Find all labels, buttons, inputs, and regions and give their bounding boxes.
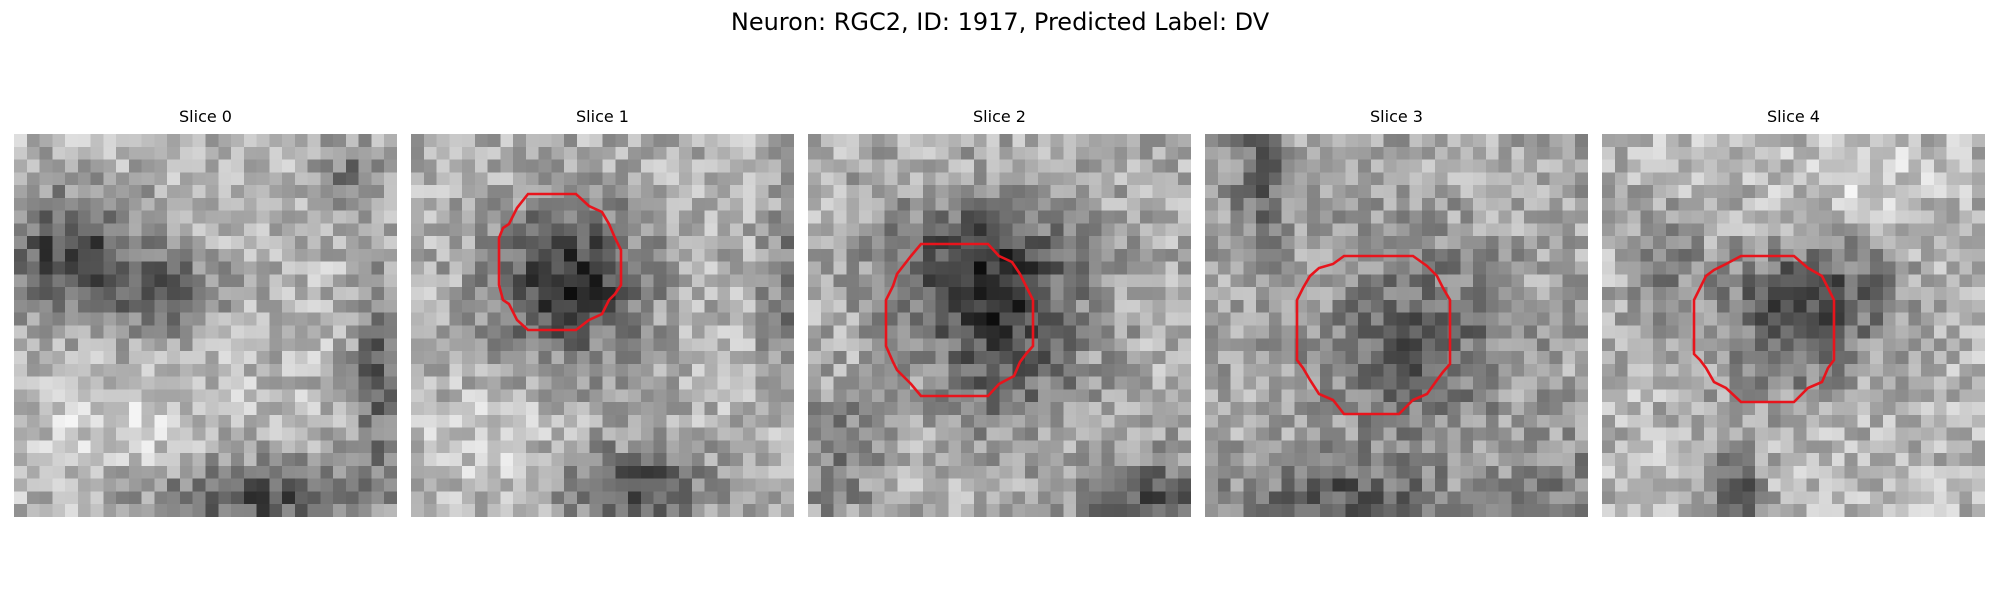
slice-title: Slice 3 [1370, 107, 1423, 126]
slice-title: Slice 1 [576, 107, 629, 126]
slice-title: Slice 4 [1767, 107, 1820, 126]
slice-title: Slice 0 [179, 107, 232, 126]
slice-panel-3: Slice 3 [1205, 107, 1588, 517]
slice-image [14, 134, 397, 517]
slice-title: Slice 2 [973, 107, 1026, 126]
slice-panel-0: Slice 0 [14, 107, 397, 517]
slice-image [1602, 134, 1985, 517]
slice-panel-1: Slice 1 [411, 107, 794, 517]
slice-image [1205, 134, 1588, 517]
slice-image [411, 134, 794, 517]
figure-title: Neuron: RGC2, ID: 1917, Predicted Label:… [730, 8, 1270, 36]
slice-image [808, 134, 1191, 517]
slice-panel-2: Slice 2 [808, 107, 1191, 517]
slice-panel-4: Slice 4 [1602, 107, 1985, 517]
